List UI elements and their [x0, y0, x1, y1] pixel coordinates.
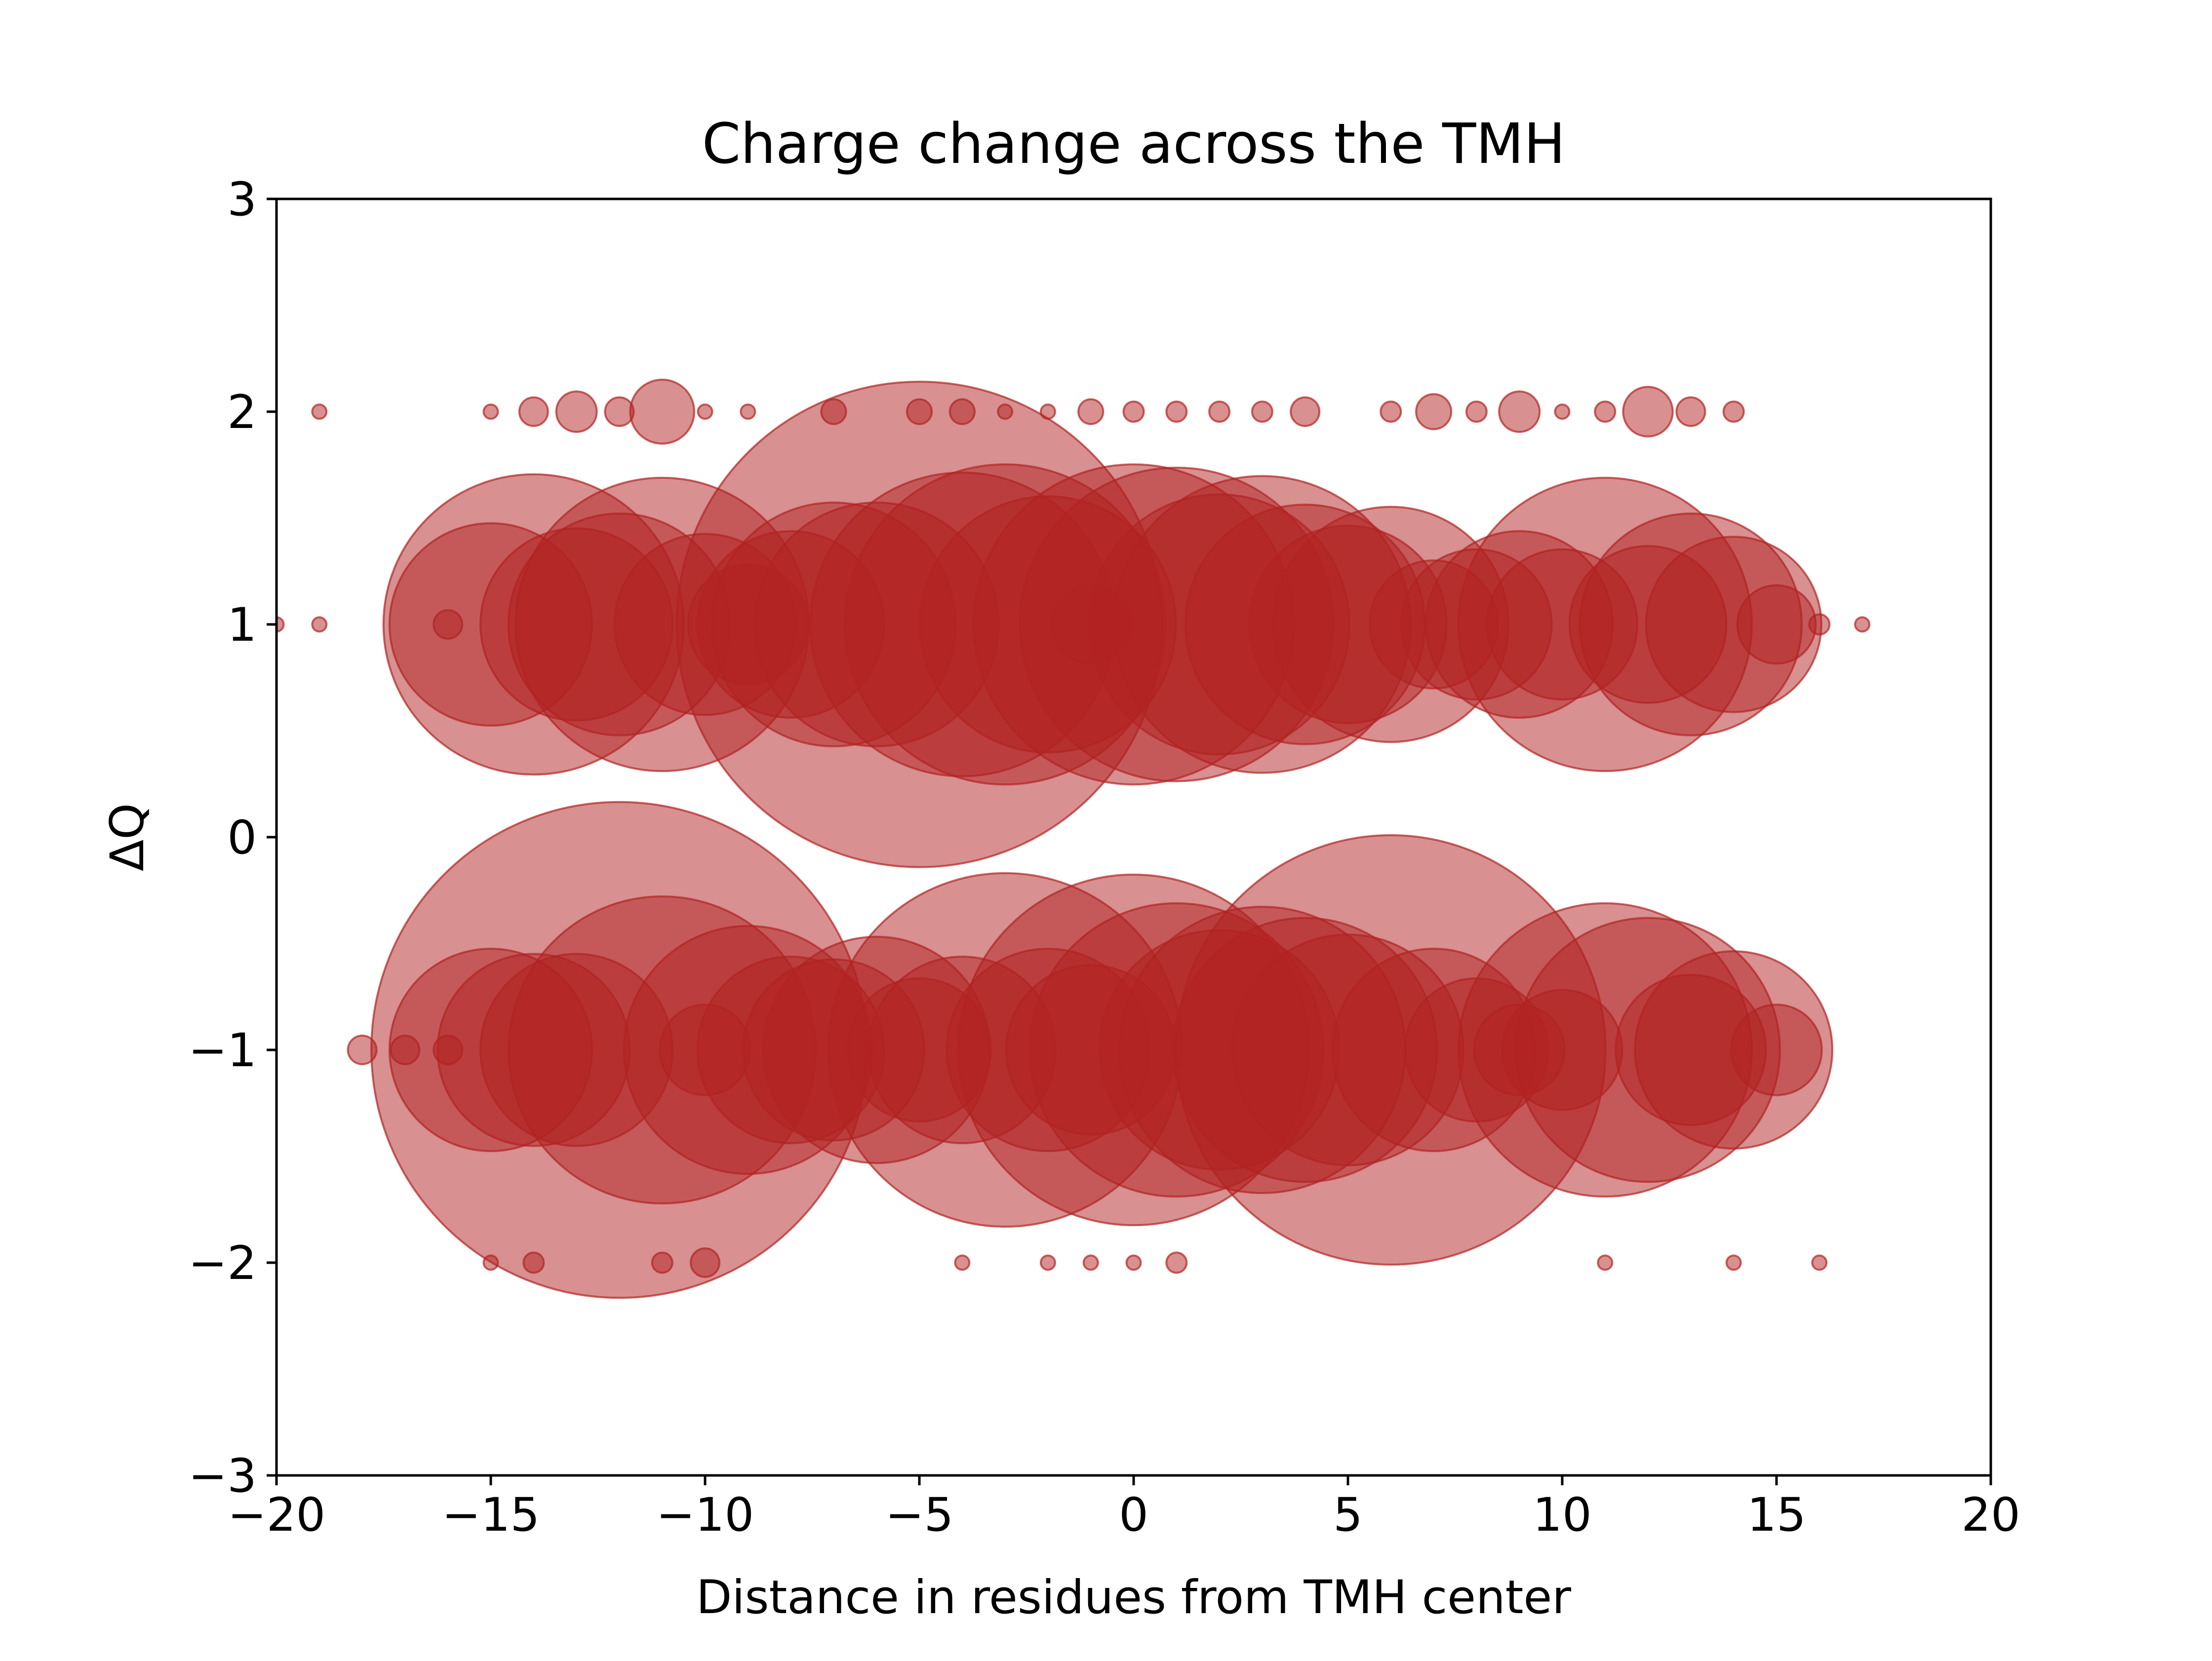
data-bubble: [482, 403, 499, 420]
x-tick-label: −15: [442, 1488, 540, 1542]
data-bubble: [1465, 400, 1488, 423]
data-bubble: [1622, 386, 1674, 438]
data-bubble: [311, 403, 328, 420]
data-bubble: [1498, 390, 1541, 433]
data-bubble: [555, 390, 598, 433]
data-bubble: [1380, 400, 1402, 423]
y-tick-label: −1: [188, 1024, 257, 1078]
data-bubble: [1725, 1254, 1742, 1271]
x-tick-label: 0: [1119, 1488, 1148, 1542]
data-bubble: [1554, 403, 1571, 420]
y-tick-label: 2: [227, 386, 257, 439]
data-bubble: [1077, 398, 1105, 425]
data-bubble: [1165, 1251, 1188, 1274]
data-bubble: [482, 1254, 499, 1271]
x-tick-label: 5: [1333, 1488, 1363, 1542]
y-tick-label: 0: [227, 811, 257, 865]
data-bubble: [1675, 396, 1706, 427]
x-axis: −20 −15 −10 −5 0 5 10 15 20: [228, 1475, 2020, 1542]
data-bubble: [1594, 400, 1617, 423]
data-bubble: [1290, 396, 1321, 427]
x-tick-label: −20: [228, 1488, 325, 1542]
y-tick-label: 3: [227, 173, 257, 227]
data-bubble: [651, 1251, 673, 1274]
x-tick-label: −5: [885, 1488, 954, 1542]
data-bubble: [1811, 1254, 1828, 1271]
data-bubble: [1808, 613, 1831, 636]
data-bubble: [1039, 1254, 1056, 1271]
data-bubble: [276, 616, 285, 633]
y-tick-label: −3: [188, 1449, 257, 1503]
data-bubble: [1082, 1254, 1099, 1271]
y-tick-label: 1: [227, 598, 257, 652]
x-axis-label: Distance in residues from TMH center: [696, 1571, 1571, 1624]
data-bubble: [690, 1247, 720, 1278]
data-bubble: [697, 403, 713, 420]
data-bubble: [1208, 400, 1231, 423]
y-axis-label: ΔQ: [101, 803, 155, 871]
data-bubble: [1736, 584, 1817, 665]
data-bubble: [518, 396, 549, 427]
data-bubble: [1730, 1004, 1823, 1096]
data-bubble: [1165, 400, 1188, 423]
data-bubble: [1597, 1254, 1614, 1271]
data-bubble: [629, 379, 696, 445]
data-bubble: [1854, 616, 1871, 633]
data-bubble: [1251, 400, 1273, 423]
data-bubble: [1722, 400, 1745, 423]
data-bubble: [1415, 393, 1453, 430]
y-axis: −3 −2 −1 0 1 2 3: [188, 173, 276, 1503]
bubbles-layer: [276, 379, 1871, 1299]
data-bubble: [522, 1251, 545, 1274]
data-bubble: [1122, 400, 1145, 423]
data-bubble: [954, 1254, 971, 1271]
x-tick-label: 20: [1961, 1488, 2020, 1542]
x-tick-label: 15: [1747, 1488, 1806, 1542]
x-tick-label: −10: [656, 1488, 754, 1542]
data-bubble: [740, 403, 756, 420]
chart-title: Charge change across the TMH: [702, 112, 1566, 176]
data-bubble: [311, 616, 328, 633]
y-tick-label: −2: [188, 1236, 257, 1290]
x-tick-label: 10: [1533, 1488, 1592, 1542]
data-bubble: [1125, 1254, 1142, 1271]
